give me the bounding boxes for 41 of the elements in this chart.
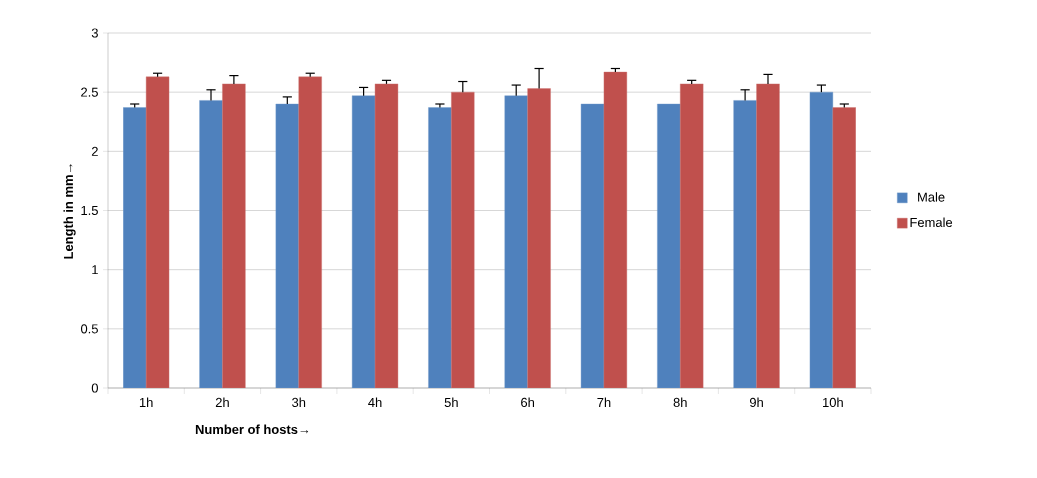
x-tick-label: 10h [823, 397, 843, 408]
bar [680, 83, 704, 388]
bar [123, 107, 147, 388]
bar [809, 91, 834, 388]
bar [351, 95, 376, 388]
bar [145, 76, 170, 388]
bar [603, 71, 628, 388]
y-tick-label: 0.5 [80, 324, 98, 334]
x-tick-label: 9h [749, 397, 763, 408]
y-tick-label: 2.5 [81, 87, 98, 97]
x-tick-label: 2h [215, 397, 229, 407]
bar [374, 83, 399, 388]
y-tick-label: 2 [91, 146, 98, 156]
x-tick-label: 8h [673, 397, 687, 408]
y-tick-label: 0 [91, 383, 98, 393]
bar [657, 103, 681, 388]
bar [756, 83, 780, 388]
bar [298, 76, 322, 388]
bar [733, 100, 757, 388]
x-tick-label: 6h [521, 397, 535, 408]
x-tick-label: 1h [139, 397, 153, 407]
bar [580, 103, 605, 388]
legend-label: Female [910, 217, 953, 227]
y-tick-label: 1 [92, 265, 98, 275]
y-tick-label: 1.5 [81, 205, 98, 216]
bar [222, 83, 246, 388]
x-tick-label: 5h [444, 397, 458, 408]
bar [504, 95, 528, 388]
bar [275, 103, 299, 388]
bar [428, 107, 452, 388]
bar [199, 100, 223, 388]
y-tick-label: 3 [91, 28, 98, 38]
x-tick-label: 7h [597, 397, 611, 407]
bar [527, 88, 551, 388]
x-axis-title: Number of hosts→ [195, 424, 309, 435]
bar [832, 107, 856, 388]
legend-label: Male [918, 192, 945, 202]
x-tick-label: 4h [368, 397, 382, 407]
bar [451, 91, 475, 388]
y-axis-title: Length in mm→ [63, 164, 76, 259]
x-tick-label: 3h [292, 397, 306, 408]
